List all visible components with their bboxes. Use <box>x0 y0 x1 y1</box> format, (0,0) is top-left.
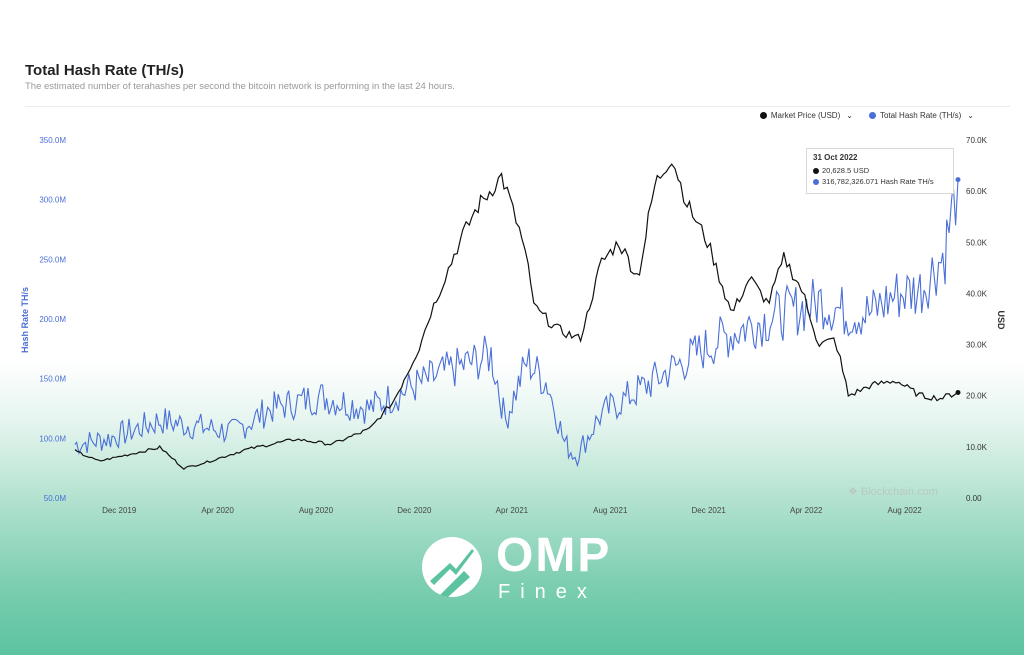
left-tick-label: 150.0M <box>39 375 66 384</box>
legend-item-hashrate[interactable]: Total Hash Rate (TH/s) ⌄ <box>868 111 984 120</box>
omp-logo-icon <box>422 537 482 597</box>
brand-name: OMP <box>496 529 612 582</box>
x-tick-label: Aug 2020 <box>299 506 334 515</box>
right-tick-label: 40.0K <box>966 289 988 298</box>
right-tick-label: 10.0K <box>966 443 988 452</box>
header-divider <box>25 106 1010 107</box>
y-axis-label-left: Hash Rate TH/s <box>20 287 30 353</box>
x-tick-label: Aug 2021 <box>593 506 628 515</box>
tooltip-hashrate: 316,782,326.071 Hash Rate TH/s <box>822 177 934 186</box>
brand-logo: OMP Finex <box>420 532 611 602</box>
right-tick-label: 0.00 <box>966 494 982 503</box>
blockchain-watermark: ❖ Blockchain.com <box>848 485 938 499</box>
left-axis: 50.0M 100.0M 150.0M 200.0M 250.0M 300.0M 350.0… <box>39 136 66 503</box>
right-tick-label: 70.0K <box>966 136 988 145</box>
x-tick-label: Apr 2021 <box>496 506 529 515</box>
chevron-down-icon[interactable]: ⌄ <box>967 111 974 120</box>
x-tick-label: Apr 2020 <box>201 506 234 515</box>
left-tick-label: 300.0M <box>39 196 66 205</box>
left-tick-label: 200.0M <box>39 315 66 324</box>
x-axis: Dec 2019 Apr 2020 Aug 2020 Dec 2020 Apr 2021… <box>102 506 922 515</box>
tooltip-date: 31 Oct 2022 <box>813 153 858 162</box>
tooltip-hashrate-row: 316,782,326.071 Hash Rate TH/s <box>813 177 947 186</box>
legend-hashrate-label: Total Hash Rate (TH/s) <box>879 111 962 120</box>
tooltip-price: 20,628.5 USD <box>822 166 870 175</box>
right-tick-label: 30.0K <box>966 341 988 350</box>
blockchain-logo-icon: ❖ <box>848 486 858 498</box>
hover-point-market-price <box>955 389 961 395</box>
chart-subtitle: The estimated number of terahashes per s… <box>25 81 455 92</box>
tooltip-price-row: 20,628.5 USD <box>813 166 947 175</box>
y-axis-label-right: USD <box>996 310 1006 330</box>
plot-area <box>74 163 961 470</box>
legend-hashrate-swatch <box>868 112 876 119</box>
left-tick-label: 100.0M <box>39 434 66 443</box>
right-tick-label: 50.0K <box>966 238 988 247</box>
left-tick-label: 350.0M <box>39 136 66 145</box>
series-line-hash-rate <box>74 179 959 468</box>
brand-subname: Finex <box>498 581 597 603</box>
left-tick-label: 250.0M <box>39 255 66 264</box>
hover-tooltip: 31 Oct 2022 20,628.5 USD 316,782,326.071… <box>806 148 954 194</box>
legend-price-swatch <box>759 112 767 119</box>
chart-title: Total Hash Rate (TH/s) <box>25 62 184 79</box>
tooltip-price-swatch <box>813 167 819 174</box>
right-tick-label: 20.0K <box>966 392 988 401</box>
x-tick-label: Dec 2019 <box>102 506 137 515</box>
tooltip-hashrate-swatch <box>813 178 819 185</box>
right-tick-label: 60.0K <box>966 187 988 196</box>
chart-legend: Market Price (USD) ⌄ Total Hash Rate (TH… <box>759 111 984 120</box>
watermark-text: Blockchain.com <box>860 485 938 498</box>
series-line-market-price <box>74 163 959 470</box>
x-tick-label: Apr 2022 <box>790 506 823 515</box>
chevron-down-icon[interactable]: ⌄ <box>846 111 853 120</box>
x-tick-label: Dec 2020 <box>397 506 432 515</box>
left-tick-label: 50.0M <box>44 494 67 503</box>
hover-point-hash-rate <box>955 177 961 183</box>
legend-item-price[interactable]: Market Price (USD) ⌄ <box>759 111 863 120</box>
right-axis: 0.00 10.0K 20.0K 30.0K 40.0K 50.0K 60.0K 70.0K <box>966 136 988 503</box>
x-tick-label: Dec 2021 <box>692 506 727 515</box>
x-tick-label: Aug 2022 <box>887 506 922 515</box>
legend-price-label: Market Price (USD) <box>770 111 841 120</box>
